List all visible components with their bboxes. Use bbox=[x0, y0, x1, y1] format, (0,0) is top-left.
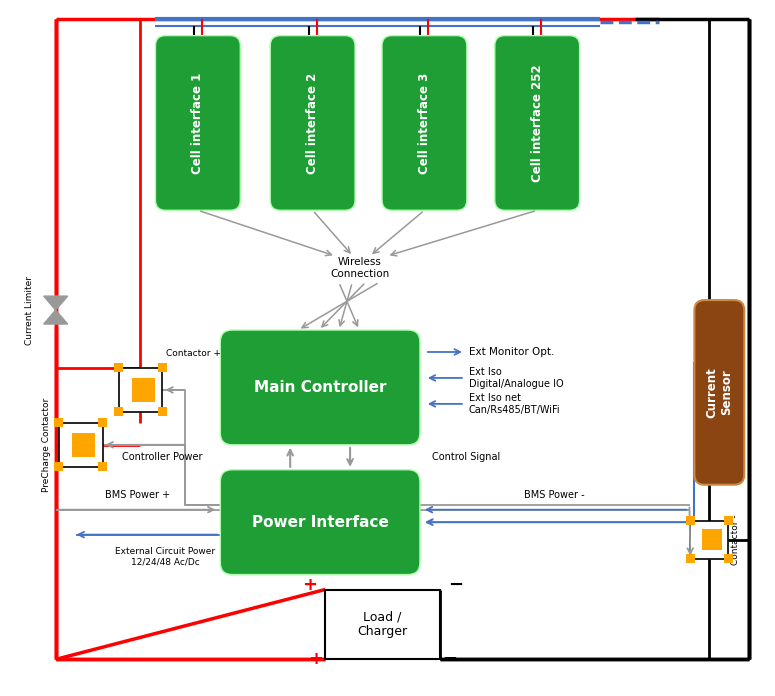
Text: Contactor -: Contactor - bbox=[732, 514, 740, 565]
Bar bbox=[724, 516, 733, 525]
Bar bbox=[158, 363, 167, 372]
Text: External Circuit Power
12/24/48 Ac/Dc: External Circuit Power 12/24/48 Ac/Dc bbox=[115, 546, 215, 566]
Bar bbox=[98, 462, 107, 471]
Text: +: + bbox=[308, 650, 322, 668]
Bar bbox=[119, 368, 163, 412]
Bar bbox=[71, 433, 84, 457]
Bar bbox=[691, 521, 728, 559]
FancyBboxPatch shape bbox=[156, 35, 240, 210]
Text: Ext Iso net
Can/Rs485/BT/WiFi: Ext Iso net Can/Rs485/BT/WiFi bbox=[469, 393, 560, 415]
Polygon shape bbox=[43, 296, 67, 310]
Text: Current Limiter: Current Limiter bbox=[25, 276, 33, 345]
Bar bbox=[54, 418, 63, 427]
Text: Cell interface 3: Cell interface 3 bbox=[418, 72, 431, 173]
Bar bbox=[686, 554, 695, 563]
Bar bbox=[54, 462, 63, 471]
Bar bbox=[724, 554, 733, 563]
Text: BMS Power +: BMS Power + bbox=[105, 490, 170, 500]
Text: Wireless
Connection: Wireless Connection bbox=[330, 258, 390, 279]
Text: −: − bbox=[448, 576, 463, 594]
Text: Controller Power: Controller Power bbox=[122, 452, 202, 462]
FancyBboxPatch shape bbox=[382, 35, 467, 210]
Text: −: − bbox=[443, 650, 457, 668]
Text: Ext Iso
Digital/Analogue IO: Ext Iso Digital/Analogue IO bbox=[469, 367, 563, 389]
Bar bbox=[326, 590, 440, 659]
Bar bbox=[686, 516, 695, 525]
Text: Cell interface 1: Cell interface 1 bbox=[191, 72, 205, 173]
FancyBboxPatch shape bbox=[270, 35, 355, 210]
Text: BMS Power -: BMS Power - bbox=[525, 490, 585, 500]
Text: Contactor +: Contactor + bbox=[167, 349, 222, 358]
Bar bbox=[158, 407, 167, 416]
FancyBboxPatch shape bbox=[220, 470, 420, 574]
FancyBboxPatch shape bbox=[220, 330, 420, 445]
Bar bbox=[83, 433, 95, 457]
FancyBboxPatch shape bbox=[494, 35, 580, 210]
Text: Cell interface 2: Cell interface 2 bbox=[306, 72, 319, 173]
Bar bbox=[98, 418, 107, 427]
Bar bbox=[711, 529, 722, 550]
Bar bbox=[114, 407, 123, 416]
Text: Cell interface 252: Cell interface 252 bbox=[531, 64, 544, 182]
Text: Current
Sensor: Current Sensor bbox=[705, 367, 733, 418]
Text: Load /
Charger: Load / Charger bbox=[357, 610, 408, 638]
Bar bbox=[59, 423, 102, 467]
Bar bbox=[702, 529, 712, 550]
Text: Ext Monitor Opt.: Ext Monitor Opt. bbox=[469, 347, 554, 357]
Text: +: + bbox=[302, 576, 317, 594]
Text: Power Interface: Power Interface bbox=[252, 514, 388, 530]
Bar bbox=[132, 378, 143, 402]
FancyBboxPatch shape bbox=[694, 300, 744, 484]
Bar bbox=[143, 378, 155, 402]
Text: Main Controller: Main Controller bbox=[254, 380, 387, 395]
Polygon shape bbox=[43, 310, 67, 324]
Text: PreCharge Contactor: PreCharge Contactor bbox=[42, 397, 50, 492]
Text: Control Signal: Control Signal bbox=[432, 452, 500, 462]
Bar bbox=[114, 363, 123, 372]
